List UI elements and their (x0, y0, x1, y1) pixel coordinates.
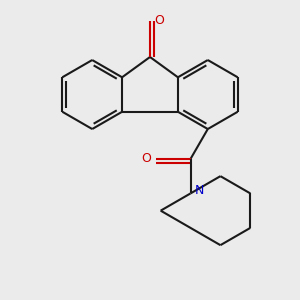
Text: N: N (195, 184, 204, 197)
Text: O: O (154, 14, 164, 28)
Text: O: O (142, 152, 152, 165)
